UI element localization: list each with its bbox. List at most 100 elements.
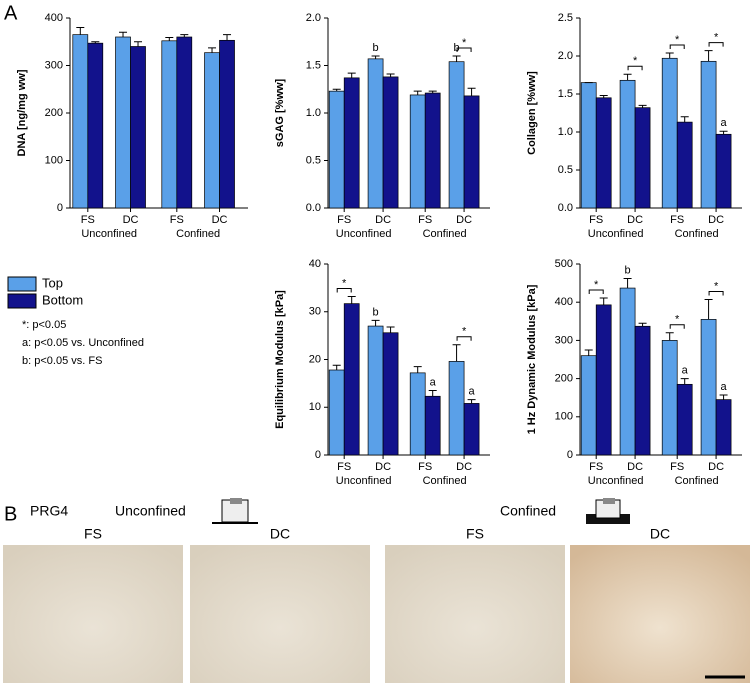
- bar: [715, 133, 732, 209]
- error-bar: [719, 394, 728, 400]
- significance-bracket: [336, 287, 352, 293]
- micrograph: [3, 545, 183, 683]
- significance-bracket: [588, 289, 604, 294]
- bar: [580, 82, 597, 209]
- error-bar: [332, 364, 341, 371]
- legend-label: Top: [42, 275, 63, 290]
- y-tick-label: 2.5: [558, 12, 573, 24]
- x-tick-label: FS: [337, 214, 351, 226]
- bar: [343, 77, 360, 209]
- panel-label: B: [4, 503, 17, 525]
- bar: [130, 46, 146, 209]
- bar: [661, 57, 678, 209]
- image-label: DC: [270, 526, 290, 542]
- bar: [700, 60, 717, 209]
- error-bar: [704, 299, 713, 320]
- error-bar: [119, 31, 128, 37]
- stain-label: PRG4: [30, 503, 68, 519]
- significance-letter: a: [721, 117, 728, 129]
- group-label: Unconfined: [336, 228, 392, 240]
- significance-letter: a: [682, 365, 689, 377]
- error-bar: [680, 116, 689, 123]
- error-bar: [665, 332, 674, 341]
- significance-bracket: [456, 47, 472, 52]
- significance-star: *: [675, 34, 680, 46]
- bar: [676, 383, 693, 456]
- x-tick-label: FS: [170, 214, 184, 226]
- micrograph: [570, 545, 750, 683]
- error-bar: [180, 34, 189, 37]
- image-label: FS: [84, 526, 102, 542]
- y-tick-label: 0: [57, 202, 63, 214]
- error-bar: [386, 326, 395, 333]
- bar: [204, 52, 220, 209]
- significance-bracket: [708, 42, 724, 47]
- micrograph: [190, 545, 370, 683]
- significance-star: *: [714, 280, 719, 292]
- error-bar: [623, 73, 632, 81]
- error-bar: [413, 90, 422, 95]
- unconfined-icon: [212, 498, 258, 524]
- significance-letter: a: [430, 376, 437, 388]
- significance-star: *: [714, 32, 719, 44]
- error-bar: [599, 297, 608, 305]
- confined-icon: [586, 498, 630, 524]
- significance-star: *: [342, 277, 347, 289]
- y-tick-label: 400: [555, 296, 573, 308]
- legend-label: Bottom: [42, 292, 83, 307]
- error-bar: [332, 88, 341, 92]
- x-tick-label: FS: [670, 214, 684, 226]
- error-bar: [76, 27, 85, 35]
- bar: [634, 325, 651, 456]
- significance-letter: b: [373, 42, 379, 54]
- y-tick-label: 40: [309, 258, 321, 270]
- y-tick-label: 2.0: [558, 50, 573, 62]
- x-tick-label: DC: [627, 214, 643, 226]
- significance-star: *: [675, 314, 680, 326]
- bar: [595, 304, 612, 456]
- error-bar: [452, 55, 461, 62]
- error-bar: [428, 390, 437, 397]
- x-tick-label: DC: [708, 461, 724, 473]
- group-label: Confined: [423, 228, 467, 240]
- significance-bracket: [627, 65, 643, 71]
- error-bar: [599, 95, 608, 98]
- error-bar: [452, 344, 461, 362]
- bar: [72, 34, 89, 209]
- bar: [700, 319, 717, 456]
- y-tick-label: 0: [567, 449, 573, 461]
- bar: [715, 399, 732, 456]
- y-tick-label: 10: [309, 401, 321, 413]
- y-tick-label: 0: [315, 449, 321, 461]
- bar: [463, 403, 480, 456]
- legend-note: *: p<0.05: [22, 319, 66, 331]
- x-tick-label: FS: [81, 214, 95, 226]
- significance-letter: b: [373, 306, 379, 318]
- y-tick-label: 300: [555, 334, 573, 346]
- group-label: Confined: [423, 475, 467, 487]
- bar: [661, 340, 678, 456]
- y-axis-label: sGAG [%ww]: [274, 78, 286, 147]
- y-tick-label: 2.0: [306, 12, 321, 24]
- y-tick-label: 100: [555, 411, 573, 423]
- x-tick-label: FS: [670, 461, 684, 473]
- x-tick-label: DC: [456, 461, 472, 473]
- group-label: Unconfined: [81, 228, 137, 240]
- bar: [448, 361, 465, 456]
- bar: [115, 36, 131, 209]
- bar: [176, 36, 193, 209]
- y-tick-label: 0.0: [306, 202, 321, 214]
- bar: [424, 395, 441, 456]
- y-tick-label: 0.5: [558, 164, 573, 176]
- significance-star: *: [594, 279, 599, 291]
- x-tick-label: DC: [212, 214, 228, 226]
- y-tick-label: 100: [45, 154, 63, 166]
- significance-letter: a: [469, 386, 476, 398]
- significance-star: *: [462, 326, 467, 338]
- error-bar: [165, 36, 174, 41]
- legend-swatch: [7, 293, 37, 309]
- y-tick-label: 500: [555, 258, 573, 270]
- y-tick-label: 300: [45, 59, 63, 71]
- y-tick-label: 30: [309, 306, 321, 318]
- bar: [424, 92, 441, 209]
